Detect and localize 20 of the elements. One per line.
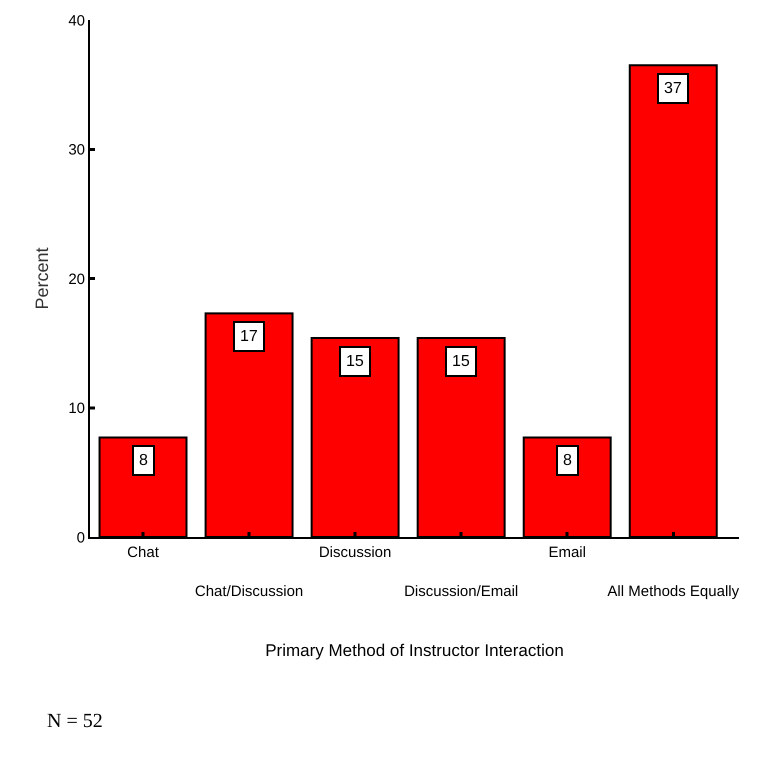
- data-label: 8: [139, 452, 148, 469]
- y-tick-label: 0: [76, 529, 85, 546]
- data-label: 17: [240, 328, 258, 345]
- y-tick-label: 20: [68, 270, 85, 288]
- x-axis-title: Primary Method of Instructor Interaction: [265, 640, 564, 660]
- text: N = 52: [47, 710, 103, 732]
- x-tick-label: All Methods Equally: [607, 583, 740, 600]
- data-label: 37: [664, 80, 682, 97]
- data-label: 8: [563, 452, 572, 469]
- x-tick-label: Discussion: [318, 544, 392, 561]
- x-tick-label: Discussion/Email: [404, 583, 518, 600]
- y-tick-label: 40: [68, 12, 85, 30]
- y-tick-label: 10: [68, 400, 85, 417]
- data-label: 15: [452, 353, 470, 370]
- y-tick-label: 30: [68, 142, 85, 158]
- y-axis-title: Percent: [32, 247, 52, 310]
- data-label: 15: [346, 353, 364, 370]
- x-tick-label: Chat: [127, 544, 160, 561]
- x-tick-label: Email: [548, 544, 586, 561]
- x-tick-label: Chat/Discussion: [194, 583, 304, 600]
